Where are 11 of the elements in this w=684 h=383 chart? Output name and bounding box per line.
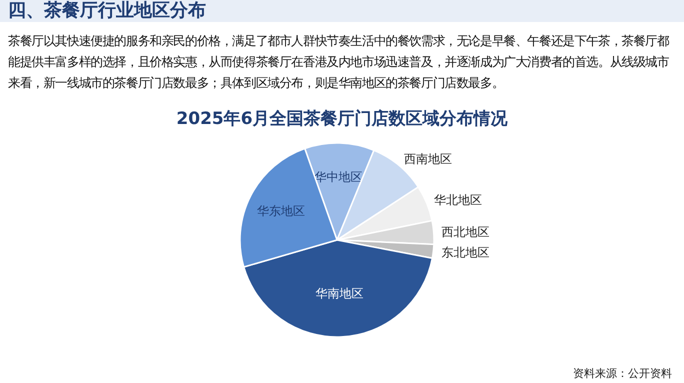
chart-title: 2025年6月全国茶餐厅门店数区域分布情况: [176, 109, 509, 129]
slice-label: 东北地区: [441, 245, 490, 260]
text: 茶餐厅以其快速便捷的服务和亲民的价格，满足了都市人群快节奏生活中的餐饮需求，无论是早餐、午餐还是下午茶，茶餐厅都能提供丰富多样的选择，且价格实惠，从而使得茶餐厅在香港及内地市场迅速普及，并逐渐成为广大消费者的首选。从线级城市来看，新一线城市的茶餐厅门店数最多；具体到区域分布，则是华南地区的茶餐厅门店数最多。: [8, 32, 670, 92]
slice-label: 西南地区: [404, 152, 452, 166]
slice-label: 华南地区: [315, 286, 364, 300]
slice-label: 华东地区: [256, 204, 305, 218]
text: 资料来源：公开资料: [573, 366, 672, 381]
slice-label: 华北地区: [434, 193, 482, 208]
text: 四、茶餐厅行业地区分布: [8, 0, 206, 22]
slice-label: 西北地区: [442, 224, 490, 239]
slice-label: 华中地区: [314, 170, 363, 184]
